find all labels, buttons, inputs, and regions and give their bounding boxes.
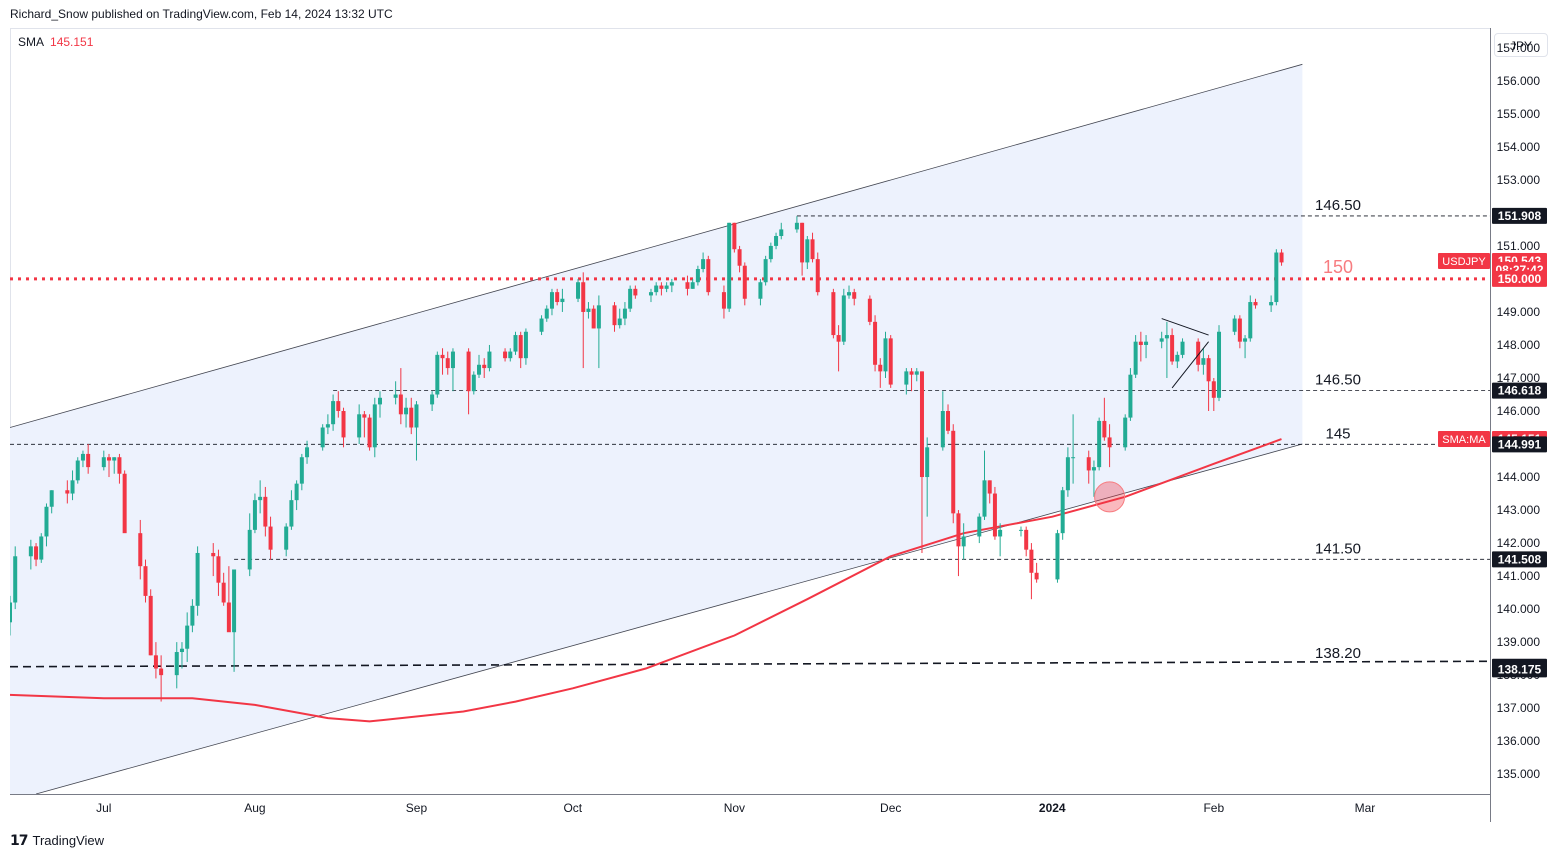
price-label-text: 138.175 <box>1498 662 1542 676</box>
price-label-bg <box>1492 661 1547 678</box>
time-tick-label: Aug <box>244 801 265 815</box>
price-tick-label: 146.000 <box>1497 404 1541 418</box>
price-label-bg <box>1492 436 1547 453</box>
price-tick-label: 155.000 <box>1497 107 1541 121</box>
price-tick-label: 154.000 <box>1497 140 1541 154</box>
price-tick-label: 143.000 <box>1497 503 1541 517</box>
price-label-text: 138.255 <box>1498 660 1542 674</box>
price-tick-label: 136.000 <box>1497 734 1541 748</box>
price-axis: 135.000 136.000 137.000 138.000 139.000 140.0… <box>1497 41 1541 781</box>
price-label-text: 150.543 <box>1498 254 1542 268</box>
price-label-text: 150.000 <box>1498 272 1542 286</box>
tradingview-brand-text: TradingView <box>32 833 105 848</box>
price-tick-label: 147.000 <box>1497 371 1541 385</box>
price-tick-label: 148.000 <box>1497 338 1541 352</box>
price-label-text: 145.151 <box>1498 432 1542 446</box>
price-tick-label: 135.000 <box>1497 767 1541 781</box>
price-tick-label: 156.000 <box>1497 74 1541 88</box>
sma-legend[interactable]: SMA 145.151 <box>18 35 93 49</box>
sma-legend-value: 145.151 <box>50 35 94 49</box>
attribution-text: Richard_Snow published on TradingView.co… <box>10 7 393 21</box>
time-axis-border <box>10 794 1490 795</box>
price-tick-label: 141.000 <box>1497 569 1541 583</box>
price-tick-label: 145.000 <box>1497 437 1541 451</box>
time-tick-label: Feb <box>1203 801 1224 815</box>
time-tick-label: Mar <box>1355 801 1376 815</box>
price-label-bg <box>1492 431 1547 448</box>
price-label-bg <box>1492 270 1547 287</box>
price-axis-border <box>1490 28 1491 822</box>
price-label-text: 144.991 <box>1498 437 1542 451</box>
price-tick-label: 149.000 <box>1497 305 1541 319</box>
price-label-bg <box>1492 658 1547 675</box>
tradingview-mark-icon: 𝟭𝟳 <box>10 832 29 848</box>
time-tick-label: Oct <box>563 801 582 815</box>
chart-pane[interactable] <box>10 28 1490 794</box>
time-axis: Jul Aug Sep Oct Nov Dec 2024 Feb Mar <box>96 801 1375 815</box>
price-tick-label: 138.000 <box>1497 668 1541 682</box>
price-label-bg <box>1492 382 1547 399</box>
time-tick-label: Dec <box>880 801 901 815</box>
price-tick-label: 152.000 <box>1497 206 1541 220</box>
price-label-text: 146.618 <box>1498 384 1542 398</box>
price-tick-label: 153.000 <box>1497 173 1541 187</box>
price-tick-label: 142.000 <box>1497 536 1541 550</box>
price-label-bg <box>1492 207 1547 224</box>
price-tick-label: 139.000 <box>1497 635 1541 649</box>
tradingview-logo[interactable]: 𝟭𝟳 TradingView <box>10 832 104 849</box>
time-tick-label: Nov <box>724 801 745 815</box>
sma-legend-label: SMA <box>18 35 45 49</box>
price-label-bg <box>1492 551 1547 568</box>
time-tick-label: Sep <box>406 801 428 815</box>
price-tick-label: 150.000 <box>1497 272 1541 286</box>
price-label-text: 08:27:42 <box>1495 263 1543 277</box>
currency-button[interactable]: JPY <box>1494 33 1548 57</box>
price-tick-label: 144.000 <box>1497 470 1541 484</box>
price-tick-label: 151.000 <box>1497 239 1541 253</box>
price-label-bg <box>1492 262 1547 279</box>
price-label-text: 151.908 <box>1498 209 1542 223</box>
price-tick-label: 140.000 <box>1497 602 1541 616</box>
price-tick-label: 137.000 <box>1497 701 1541 715</box>
price-label-text: 141.508 <box>1498 552 1542 566</box>
time-tick-label: 2024 <box>1039 801 1066 815</box>
time-tick-label: Jul <box>96 801 111 815</box>
price-label-bg <box>1492 253 1547 270</box>
